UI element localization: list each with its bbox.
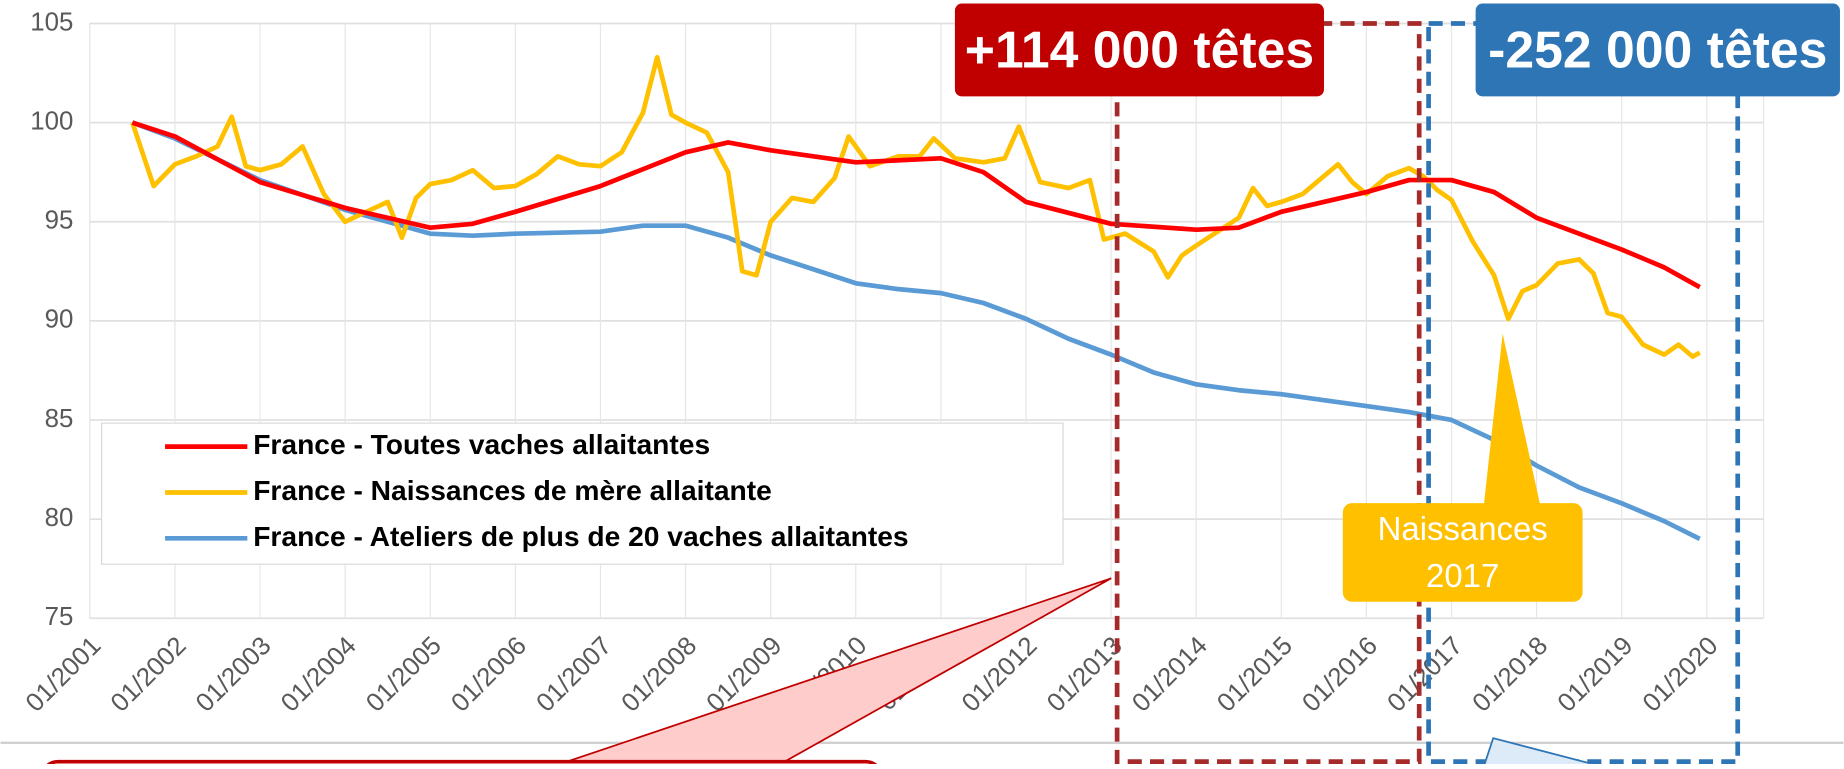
x-tick-label: 01/2001 xyxy=(21,632,107,718)
y-tick-label: 80 xyxy=(45,504,74,532)
y-tick-label: 95 xyxy=(45,207,74,235)
x-tick-label: 01/2005 xyxy=(361,632,447,718)
y-tick-label: 90 xyxy=(45,306,74,334)
x-tick-label: 01/2016 xyxy=(1297,632,1383,718)
legend: France - Toutes vaches allaitantes France… xyxy=(165,428,909,552)
x-tick-label: 01/2014 xyxy=(1127,632,1213,718)
callout-pointer xyxy=(1483,333,1541,506)
lines xyxy=(130,54,1701,542)
legend-box xyxy=(100,422,1064,565)
blue-range xyxy=(1426,21,1741,764)
y-tick-label: 85 xyxy=(45,405,74,433)
x-tick-label: 01/2004 xyxy=(276,632,362,718)
annotation: 2017 xyxy=(1426,557,1499,594)
x-tick-label: 01/2018 xyxy=(1467,632,1553,718)
annotation: +114 000 têtes xyxy=(965,21,1314,79)
annotation: -252 000 têtes xyxy=(1488,21,1827,79)
x-tick-label: 01/2006 xyxy=(446,632,532,718)
legend-label: France - Ateliers de plus de 20 vaches a… xyxy=(253,520,908,552)
y-tick-label: 105 xyxy=(30,8,73,36)
legend-label: France - Naissances de mère allaitante xyxy=(253,474,772,506)
x-tick-label: 01/2017 xyxy=(1382,632,1468,718)
series-line xyxy=(131,120,1701,542)
x-tick-label: 01/2007 xyxy=(531,632,617,718)
x-tick-label: 01/2003 xyxy=(191,632,277,718)
blue-label-box xyxy=(1475,3,1840,97)
red-label-box xyxy=(954,3,1324,97)
y-tick-label: 100 xyxy=(30,107,73,135)
series-line xyxy=(130,54,1701,359)
x-tick-label: 01/2015 xyxy=(1212,632,1298,718)
annotation: Naissances xyxy=(1378,510,1548,547)
callout-box xyxy=(1342,503,1583,602)
y-tick-label: 75 xyxy=(45,603,74,631)
red-range xyxy=(1114,21,1422,764)
x-tick-label: 01/2002 xyxy=(106,632,192,718)
x-tick-label: 01/2008 xyxy=(616,632,702,718)
series-line xyxy=(131,120,1701,290)
legend-label: France - Toutes vaches allaitantes xyxy=(253,428,710,460)
x-tick-label: 01/2019 xyxy=(1553,632,1639,718)
x-tick-label: 01/2020 xyxy=(1638,632,1724,718)
